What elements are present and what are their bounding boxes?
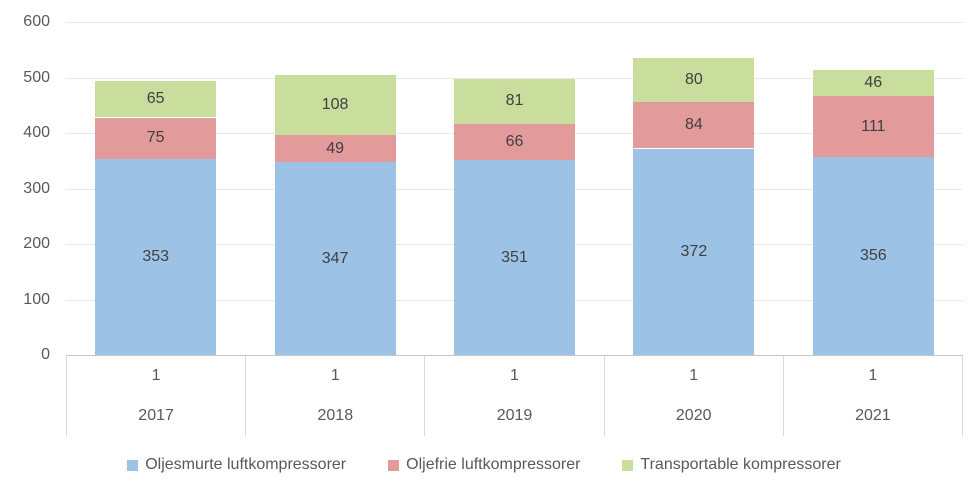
bar-segment: 372 xyxy=(633,148,755,355)
bar-segment: 108 xyxy=(274,75,396,136)
y-tick-label: 200 xyxy=(23,235,50,252)
x-sub-label: 1 xyxy=(330,367,340,384)
bar-segment: 356 xyxy=(812,157,934,355)
legend-swatch xyxy=(622,459,634,471)
x-category-cell: 1 2018 xyxy=(245,356,424,436)
bar-value-label: 356 xyxy=(859,247,887,265)
y-tick-label: 100 xyxy=(23,290,50,308)
bar-value-label: 81 xyxy=(505,92,524,110)
bar-value-label: 65 xyxy=(146,90,165,108)
gridline xyxy=(66,22,963,23)
legend-item: Oljesmurte luftkompressorer xyxy=(127,456,346,474)
bar-value-label: 84 xyxy=(684,116,703,134)
bar-value-label: 46 xyxy=(864,74,883,92)
legend-label: Oljefrie luftkompressorer xyxy=(406,456,581,473)
bar-segment: 351 xyxy=(454,160,575,355)
legend-label: Transportable kompressorer xyxy=(640,456,841,473)
bar-value-label: 351 xyxy=(501,248,528,266)
bar-value-label: 347 xyxy=(321,249,349,267)
x-category-cell: 1 2020 xyxy=(603,356,783,436)
bar-segment: 80 xyxy=(633,57,755,102)
bar-value-label: 353 xyxy=(142,248,170,266)
x-year-label: 2018 xyxy=(317,407,354,424)
x-category-cell: 1 2017 xyxy=(66,356,245,436)
bar-segment: 353 xyxy=(95,159,217,355)
y-tick-label: 600 xyxy=(23,13,50,30)
x-sub-label: 1 xyxy=(151,367,161,384)
gridline xyxy=(66,77,963,79)
bar-segment: 81 xyxy=(454,78,575,124)
bar-segment: 66 xyxy=(454,123,575,161)
y-tick-label: 300 xyxy=(23,179,50,197)
bar-segment: 111 xyxy=(812,95,934,158)
y-tick-label: 500 xyxy=(23,68,50,86)
x-sub-label: 1 xyxy=(689,367,699,384)
bar-segment: 46 xyxy=(812,70,934,96)
legend-swatch xyxy=(127,459,139,471)
bar-segment: 84 xyxy=(633,101,755,149)
x-sub-label: 1 xyxy=(510,367,519,384)
y-tick-label: 0 xyxy=(41,346,50,363)
bar-value-label: 66 xyxy=(505,132,524,150)
y-tick-label: 400 xyxy=(23,124,50,141)
bar-segment: 65 xyxy=(95,81,217,118)
legend-item: Transportable kompressorer xyxy=(622,456,841,474)
x-category-cell: 1 2019 xyxy=(424,356,603,436)
bar-value-label: 111 xyxy=(861,117,886,135)
bar-segment: 75 xyxy=(95,117,217,160)
bar-segment: 49 xyxy=(274,135,396,163)
x-axis-category-table: 1 2017 1 2018 1 2019 1 2020 1 2021 xyxy=(66,356,964,436)
bar-segment: 347 xyxy=(274,162,396,355)
x-year-label: 2020 xyxy=(675,407,712,424)
x-year-label: 2019 xyxy=(496,407,533,424)
x-axis-line xyxy=(66,355,963,356)
bar-value-label: 80 xyxy=(684,70,703,88)
legend: Oljesmurte luftkompressorer Oljefrie luft… xyxy=(0,456,968,474)
x-sub-label: 1 xyxy=(868,367,878,384)
x-year-label: 2021 xyxy=(855,407,891,424)
bar-value-label: 49 xyxy=(326,139,344,157)
bar-value-label: 372 xyxy=(680,242,708,260)
legend-label: Oljesmurte luftkompressorer xyxy=(145,456,347,473)
bar-value-label: 75 xyxy=(146,129,165,147)
bar-value-label: 108 xyxy=(321,96,349,114)
x-category-cell: 1 2021 xyxy=(782,356,964,436)
legend-item: Oljefrie luftkompressorer xyxy=(388,456,580,474)
x-year-label: 2017 xyxy=(138,407,174,424)
legend-swatch xyxy=(388,459,400,471)
